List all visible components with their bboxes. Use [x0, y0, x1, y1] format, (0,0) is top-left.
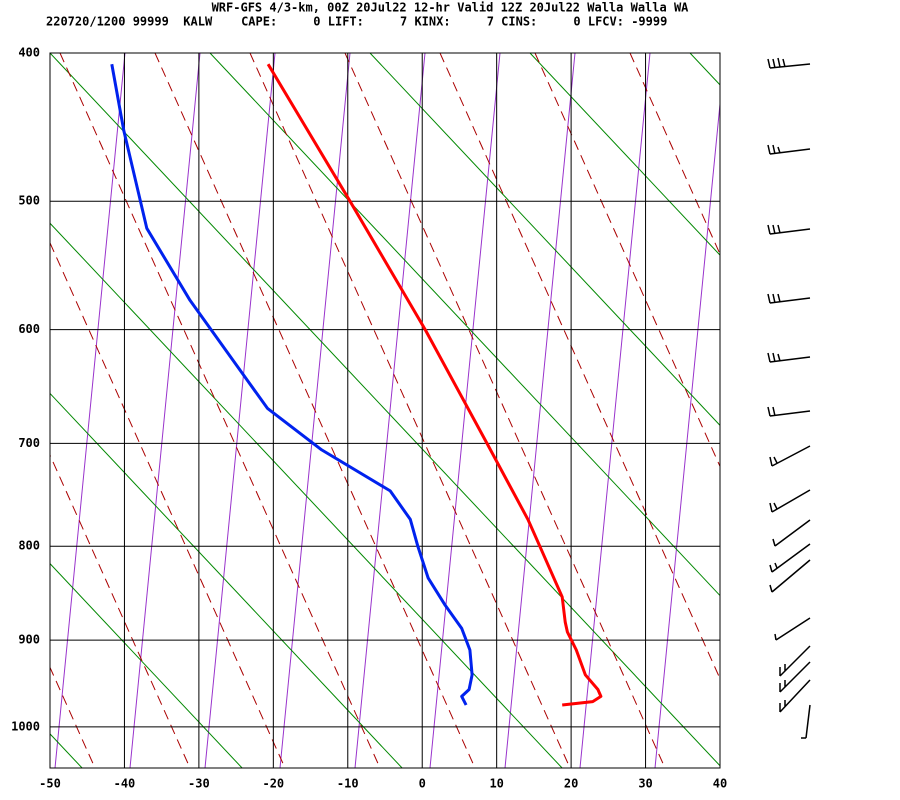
dry-adiabat — [204, 53, 276, 768]
x-tick-label: 40 — [713, 777, 727, 791]
wind-barb — [774, 617, 811, 641]
wind-barb — [779, 645, 811, 677]
x-tick-label: 10 — [489, 777, 503, 791]
wind-barb — [767, 144, 811, 155]
wind-barb — [769, 445, 811, 467]
moist-adiabat — [439, 53, 720, 680]
x-tick-label: 0 — [419, 777, 426, 791]
wind-barb — [767, 352, 811, 363]
isotherm-diagonal — [209, 53, 720, 597]
y-tick-label: 900 — [18, 633, 40, 647]
chart-title: WRF-GFS 4/3-km, 00Z 20Jul22 12-hr Valid … — [212, 1, 690, 15]
isotherm-diagonal — [50, 53, 720, 767]
isotherm-diagonal — [529, 53, 720, 256]
isotherm-diagonal — [50, 562, 243, 768]
plot-frame — [49, 52, 721, 769]
wind-barbs — [767, 57, 811, 739]
wind-barb — [767, 57, 811, 69]
wind-barb — [767, 293, 811, 304]
x-tick-label: -40 — [114, 777, 136, 791]
wind-barb — [769, 489, 811, 513]
y-tick-label: 1000 — [11, 719, 40, 733]
chart-subtitle: 220720/1200 99999 KALW CAPE: 0 LIFT: 7 K… — [46, 15, 667, 29]
moist-adiabat — [344, 53, 666, 768]
moist-adiabat — [59, 53, 381, 768]
x-tick-label: -10 — [337, 777, 359, 791]
wind-barb — [779, 679, 811, 713]
x-tick-label: 30 — [638, 777, 652, 791]
moist-adiabat — [629, 53, 720, 256]
profiles — [110, 63, 603, 707]
dry-adiabat — [129, 53, 201, 768]
dry-adiabat — [579, 53, 651, 768]
moist-adiabat — [154, 53, 476, 768]
wind-barb — [767, 406, 811, 417]
y-tick-label: 500 — [18, 194, 40, 208]
x-tick-label: 20 — [564, 777, 578, 791]
x-tick-label: -30 — [188, 777, 210, 791]
wind-barb — [801, 704, 811, 739]
wind-barb — [769, 543, 811, 573]
isotherm-diagonal — [50, 392, 403, 768]
y-tick-label: 700 — [18, 436, 40, 450]
dry-adiabat — [654, 98, 720, 768]
moist-adiabat — [534, 53, 720, 468]
profile-line — [266, 63, 603, 707]
moist-adiabat — [50, 241, 286, 768]
y-tick-label: 800 — [18, 539, 40, 553]
wind-barb — [767, 224, 811, 235]
profile-line — [110, 63, 474, 706]
tick-labels: -50 -40 -30 -20 -10 0 10 20 30 40 400 500 600 700 800 9… — [11, 46, 727, 791]
thermo-lines — [50, 53, 720, 768]
dry-adiabat — [504, 53, 576, 768]
isotherm-diagonal — [50, 222, 563, 768]
wind-barb — [772, 519, 811, 547]
x-tick-label: -20 — [262, 777, 284, 791]
moist-adiabat — [249, 53, 571, 768]
wind-barb — [779, 661, 811, 693]
wind-barb — [769, 559, 811, 593]
y-tick-label: 600 — [18, 322, 40, 336]
dry-adiabat — [429, 53, 501, 768]
x-tick-label: -50 — [39, 777, 61, 791]
y-tick-label: 400 — [18, 46, 40, 60]
dry-adiabat — [354, 53, 426, 768]
isotherm-diagonal — [369, 53, 720, 427]
